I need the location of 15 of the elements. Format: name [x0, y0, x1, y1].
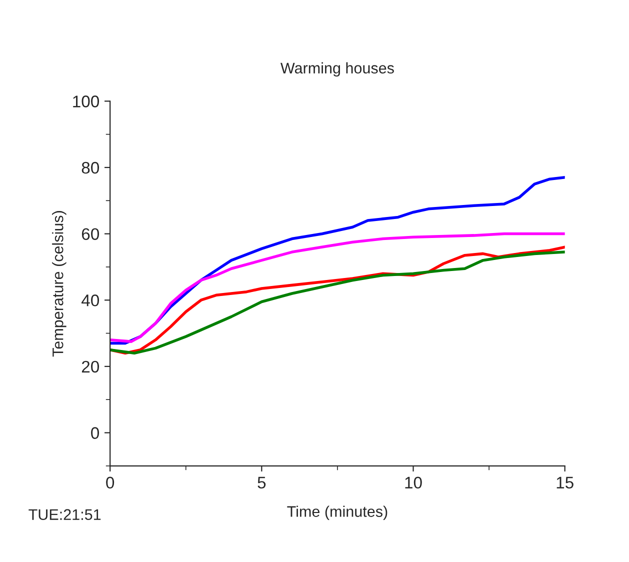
x-tick-label: 5 [258, 476, 266, 489]
x-tick-label: 0 [106, 476, 114, 489]
y-tick-label: 40 [82, 294, 100, 306]
line-series [110, 232, 565, 343]
y-tick-label: 100 [73, 96, 100, 108]
x-tick-label: 15 [556, 476, 574, 489]
y-tick-label: 0 [91, 427, 100, 439]
y-tick-label: 20 [82, 360, 100, 373]
x-tick-label: 10 [405, 476, 422, 489]
y-tick-label: 80 [82, 162, 100, 174]
y-axis-title: Temperature (celsius) [52, 211, 66, 357]
chart-title: Warming houses [280, 62, 394, 77]
text: TUE:21:51 [28, 509, 101, 520]
y-tick-label: 60 [82, 228, 100, 240]
x-axis-title: Time (minutes) [287, 506, 388, 520]
